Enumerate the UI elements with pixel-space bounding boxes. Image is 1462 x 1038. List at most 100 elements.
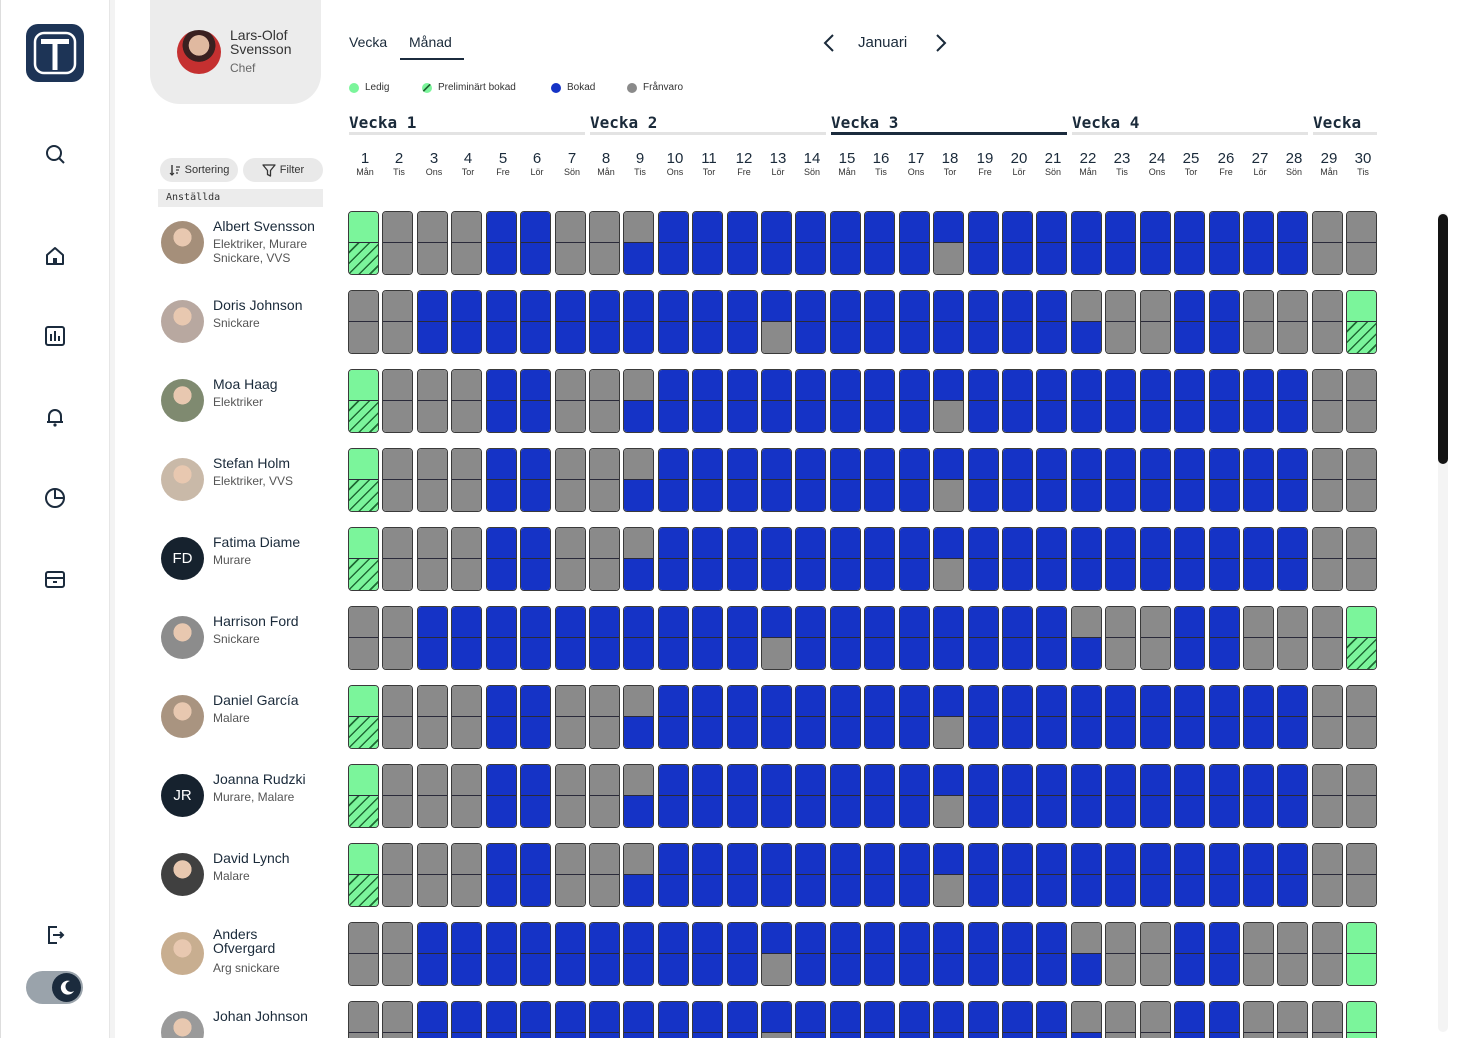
schedule-cell[interactable]	[486, 685, 517, 749]
schedule-cell[interactable]	[1346, 290, 1377, 354]
schedule-cell[interactable]	[1071, 211, 1102, 275]
schedule-cell[interactable]	[1174, 527, 1205, 591]
schedule-cell[interactable]	[348, 685, 379, 749]
schedule-cell[interactable]	[1277, 606, 1308, 670]
tab-week[interactable]: Vecka	[349, 34, 388, 50]
schedule-cell[interactable]	[1105, 922, 1136, 986]
schedule-cell[interactable]	[1002, 843, 1033, 907]
schedule-cell[interactable]	[761, 369, 792, 433]
home-icon[interactable]	[39, 240, 71, 272]
schedule-cell[interactable]	[451, 290, 482, 354]
schedule-cell[interactable]	[382, 290, 413, 354]
schedule-cell[interactable]	[1277, 1001, 1308, 1038]
schedule-cell[interactable]	[1277, 527, 1308, 591]
schedule-cell[interactable]	[658, 1001, 689, 1038]
schedule-cell[interactable]	[1312, 1001, 1343, 1038]
schedule-cell[interactable]	[1277, 448, 1308, 512]
schedule-cell[interactable]	[761, 211, 792, 275]
schedule-cell[interactable]	[830, 448, 861, 512]
schedule-cell[interactable]	[727, 448, 758, 512]
schedule-cell[interactable]	[486, 527, 517, 591]
schedule-cell[interactable]	[658, 606, 689, 670]
schedule-cell[interactable]	[933, 290, 964, 354]
schedule-cell[interactable]	[933, 369, 964, 433]
schedule-cell[interactable]	[1140, 211, 1171, 275]
schedule-cell[interactable]	[382, 843, 413, 907]
schedule-cell[interactable]	[658, 211, 689, 275]
schedule-cell[interactable]	[692, 448, 723, 512]
schedule-cell[interactable]	[520, 369, 551, 433]
schedule-cell[interactable]	[899, 290, 930, 354]
schedule-cell[interactable]	[589, 685, 620, 749]
schedule-cell[interactable]	[520, 1001, 551, 1038]
schedule-cell[interactable]	[417, 922, 448, 986]
schedule-cell[interactable]	[1209, 843, 1240, 907]
schedule-cell[interactable]	[1312, 606, 1343, 670]
schedule-cell[interactable]	[451, 606, 482, 670]
schedule-cell[interactable]	[520, 685, 551, 749]
schedule-cell[interactable]	[1140, 1001, 1171, 1038]
schedule-cell[interactable]	[1209, 922, 1240, 986]
schedule-cell[interactable]	[933, 685, 964, 749]
schedule-cell[interactable]	[623, 606, 654, 670]
schedule-cell[interactable]	[451, 922, 482, 986]
schedule-cell[interactable]	[1312, 764, 1343, 828]
schedule-cell[interactable]	[1174, 685, 1205, 749]
schedule-cell[interactable]	[1071, 448, 1102, 512]
employee-row[interactable]: Doris Johnson Snickare	[160, 289, 330, 353]
schedule-cell[interactable]	[382, 211, 413, 275]
schedule-cell[interactable]	[382, 764, 413, 828]
employee-row[interactable]: Anders Ofvergard Arg snickare	[160, 921, 330, 985]
schedule-cell[interactable]	[1209, 211, 1240, 275]
schedule-cell[interactable]	[795, 211, 826, 275]
schedule-cell[interactable]	[1140, 448, 1171, 512]
week-1-label[interactable]: Vecka 1	[349, 113, 417, 132]
schedule-cell[interactable]	[761, 685, 792, 749]
schedule-cell[interactable]	[555, 843, 586, 907]
schedule-cell[interactable]	[933, 1001, 964, 1038]
schedule-cell[interactable]	[692, 843, 723, 907]
schedule-cell[interactable]	[382, 922, 413, 986]
schedule-cell[interactable]	[692, 922, 723, 986]
schedule-cell[interactable]	[1140, 527, 1171, 591]
schedule-cell[interactable]	[417, 685, 448, 749]
schedule-cell[interactable]	[1174, 290, 1205, 354]
schedule-cell[interactable]	[1002, 448, 1033, 512]
schedule-cell[interactable]	[417, 369, 448, 433]
schedule-cell[interactable]	[795, 1001, 826, 1038]
schedule-cell[interactable]	[1140, 764, 1171, 828]
schedule-cell[interactable]	[1243, 290, 1274, 354]
schedule-cell[interactable]	[1036, 922, 1067, 986]
schedule-cell[interactable]	[1277, 369, 1308, 433]
schedule-cell[interactable]	[864, 685, 895, 749]
schedule-cell[interactable]	[520, 211, 551, 275]
stats-icon[interactable]	[39, 320, 71, 352]
schedule-cell[interactable]	[1209, 369, 1240, 433]
schedule-cell[interactable]	[555, 290, 586, 354]
schedule-cell[interactable]	[1209, 527, 1240, 591]
schedule-cell[interactable]	[658, 448, 689, 512]
schedule-cell[interactable]	[1243, 1001, 1274, 1038]
schedule-cell[interactable]	[761, 843, 792, 907]
schedule-cell[interactable]	[1002, 369, 1033, 433]
schedule-cell[interactable]	[589, 1001, 620, 1038]
schedule-cell[interactable]	[1346, 211, 1377, 275]
schedule-cell[interactable]	[589, 211, 620, 275]
schedule-cell[interactable]	[1002, 764, 1033, 828]
schedule-cell[interactable]	[1036, 685, 1067, 749]
schedule-cell[interactable]	[486, 290, 517, 354]
schedule-cell[interactable]	[417, 448, 448, 512]
schedule-cell[interactable]	[1277, 764, 1308, 828]
schedule-cell[interactable]	[555, 369, 586, 433]
prev-month-icon[interactable]	[820, 30, 838, 56]
schedule-cell[interactable]	[1243, 211, 1274, 275]
schedule-cell[interactable]	[520, 606, 551, 670]
schedule-cell[interactable]	[933, 764, 964, 828]
schedule-cell[interactable]	[623, 685, 654, 749]
schedule-cell[interactable]	[761, 606, 792, 670]
schedule-cell[interactable]	[1105, 290, 1136, 354]
schedule-cell[interactable]	[623, 1001, 654, 1038]
inventory-icon[interactable]	[39, 563, 71, 595]
schedule-cell[interactable]	[1140, 922, 1171, 986]
schedule-cell[interactable]	[417, 843, 448, 907]
